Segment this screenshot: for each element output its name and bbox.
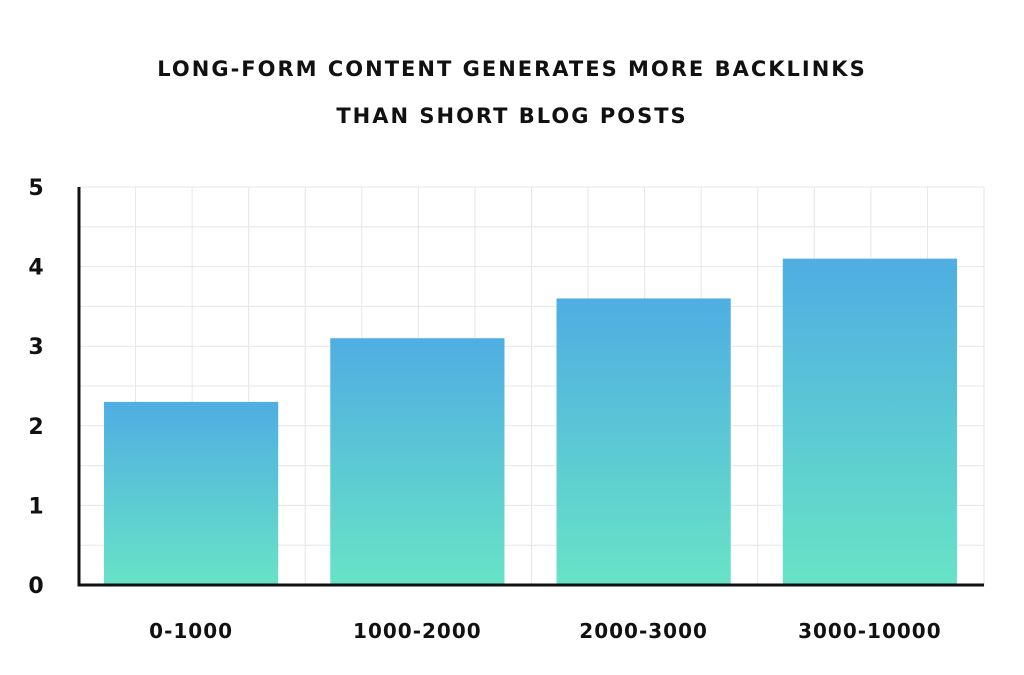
y-tick-label: 0 xyxy=(28,574,43,599)
y-axis-tick-labels: 0 1 2 3 4 5 xyxy=(28,176,43,599)
bar-0-1000 xyxy=(104,401,279,585)
y-tick-label: 4 xyxy=(28,256,43,281)
x-tick-label: 0-1000 xyxy=(149,619,233,643)
x-tick-label: 1000-2000 xyxy=(353,619,482,643)
x-tick-label: 3000-10000 xyxy=(798,619,942,643)
chart-axes xyxy=(77,187,984,587)
bar-2000-3000 xyxy=(556,298,731,585)
bar-3000-10000 xyxy=(782,258,957,585)
y-tick-label: 5 xyxy=(28,176,43,201)
bar-1000-2000 xyxy=(330,338,505,585)
x-axis-tick-labels: 0-1000 1000-2000 2000-3000 3000-10000 xyxy=(149,619,942,643)
chart-title-line-2: THAN SHORT BLOG POSTS xyxy=(336,104,688,128)
chart-bars xyxy=(104,258,957,585)
x-tick-label: 2000-3000 xyxy=(579,619,708,643)
y-tick-label: 1 xyxy=(28,494,43,519)
y-tick-label: 3 xyxy=(28,335,43,360)
y-tick-label: 2 xyxy=(28,415,43,440)
chart-title-line-1: LONG-FORM CONTENT GENERATES MORE BACKLIN… xyxy=(157,57,867,81)
